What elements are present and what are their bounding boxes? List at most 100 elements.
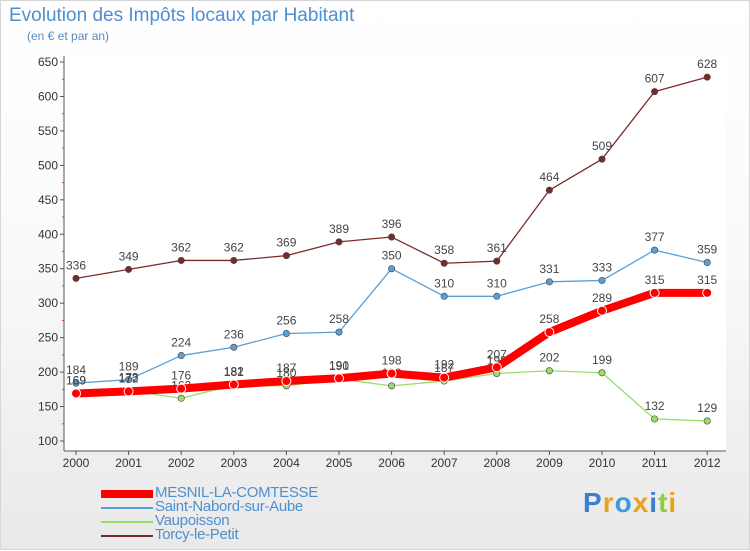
data-point — [703, 417, 711, 425]
data-point — [334, 373, 344, 384]
data-label: 464 — [539, 170, 559, 184]
data-point — [545, 186, 553, 194]
data-label: 207 — [487, 347, 507, 361]
y-tick-label: 600 — [38, 89, 58, 103]
data-label: 362 — [171, 240, 191, 254]
series: 184 189 224 236 256 258 350 310 310 331 333 377 359 — [66, 230, 718, 387]
x-tick-label: 2000 — [63, 456, 90, 470]
data-point — [491, 362, 502, 373]
legend-swatch — [101, 535, 153, 537]
data-point — [651, 246, 659, 254]
x-tick-label: 2006 — [378, 456, 405, 470]
data-point — [282, 252, 290, 260]
data-label: 180 — [276, 366, 296, 380]
data-label: 198 — [382, 353, 402, 367]
x-tick-label: 2010 — [589, 456, 616, 470]
data-point — [281, 376, 292, 387]
data-label: 396 — [382, 217, 402, 231]
data-point — [703, 73, 711, 81]
data-label: 607 — [645, 72, 665, 86]
y-tick-label: 500 — [38, 158, 58, 172]
y-tick-label: 650 — [38, 55, 58, 69]
data-point — [282, 330, 290, 338]
data-label: 181 — [224, 365, 244, 379]
data-label: 189 — [119, 360, 139, 374]
data-label: 129 — [697, 401, 717, 415]
data-point — [335, 238, 343, 246]
data-point — [177, 394, 185, 402]
data-point — [176, 383, 187, 394]
data-label: 173 — [119, 371, 139, 385]
data-point — [388, 382, 396, 390]
data-label: 350 — [382, 249, 402, 263]
data-label: 169 — [66, 373, 86, 387]
x-tick-label: 2003 — [220, 456, 247, 470]
data-point — [493, 257, 501, 265]
data-label: 176 — [171, 369, 191, 383]
y-tick-label: 100 — [38, 434, 58, 448]
data-point — [649, 287, 660, 298]
legend-label: Torcy-le-Petit — [155, 526, 239, 543]
logo-letter: i — [668, 487, 678, 518]
data-point — [71, 388, 81, 399]
data-point — [651, 415, 659, 423]
data-label: 628 — [697, 57, 717, 71]
y-tick-label: 300 — [38, 296, 58, 310]
x-tick-label: 2011 — [642, 456, 668, 470]
data-point — [545, 278, 553, 286]
x-tick-label: 2008 — [483, 456, 510, 470]
data-label: 192 — [434, 358, 454, 372]
x-tick-label: 2005 — [326, 456, 353, 470]
data-label: 289 — [592, 291, 612, 305]
legend-label: Vaupoisson — [155, 512, 230, 529]
data-label: 369 — [276, 236, 296, 250]
x-tick-label: 2007 — [431, 456, 458, 470]
data-label: 132 — [645, 399, 665, 413]
data-label: 172 — [119, 371, 139, 385]
x-tick-label: 2004 — [273, 456, 300, 470]
data-point — [598, 369, 606, 377]
chart-title: Evolution des Impôts locaux par Habitant — [9, 5, 355, 26]
data-point — [544, 327, 555, 338]
data-label: 187 — [276, 361, 296, 375]
logo-letter: r — [602, 487, 615, 518]
data-label: 236 — [224, 327, 244, 341]
y-tick-label: 250 — [38, 331, 58, 345]
legend-swatch — [101, 507, 153, 509]
data-label: 184 — [66, 363, 86, 377]
data-label: 190 — [329, 359, 349, 373]
data-label: 333 — [592, 260, 612, 274]
y-tick-label: 150 — [38, 400, 58, 414]
data-point — [388, 265, 396, 273]
data-label: 315 — [645, 273, 665, 287]
data-point — [230, 343, 238, 351]
legend-label: Saint-Nabord-sur-Aube — [155, 498, 303, 515]
data-label: 182 — [224, 364, 244, 378]
legend-swatch — [101, 521, 153, 523]
data-point — [598, 276, 606, 284]
data-point — [651, 88, 659, 96]
data-label: 202 — [539, 351, 559, 365]
legend-swatch — [101, 490, 153, 498]
logo-letter: P — [583, 487, 603, 518]
x-tick-label: 2002 — [168, 456, 195, 470]
data-point — [545, 367, 553, 375]
data-point — [388, 233, 396, 241]
y-tick-label: 200 — [38, 365, 58, 379]
data-label: 359 — [697, 243, 717, 257]
data-label: 377 — [645, 230, 665, 244]
data-point — [228, 379, 239, 390]
y-tick-label: 350 — [38, 262, 58, 276]
series: 336 349 362 362 369 389 396 358 361 464 509 607 628 — [66, 57, 718, 282]
data-point — [702, 287, 713, 298]
data-point — [177, 352, 185, 360]
y-tick-label: 450 — [38, 193, 58, 207]
x-tick-label: 2001 — [115, 456, 142, 470]
legend-label: MESNIL-LA-COMTESSE — [155, 484, 318, 501]
data-label: 509 — [592, 139, 612, 153]
data-point — [440, 292, 448, 300]
data-label: 349 — [119, 249, 139, 263]
data-point — [72, 274, 80, 282]
data-point — [386, 368, 397, 379]
